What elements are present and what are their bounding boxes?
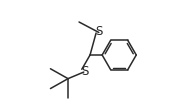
- Text: S: S: [95, 25, 103, 38]
- Text: S: S: [81, 65, 89, 78]
